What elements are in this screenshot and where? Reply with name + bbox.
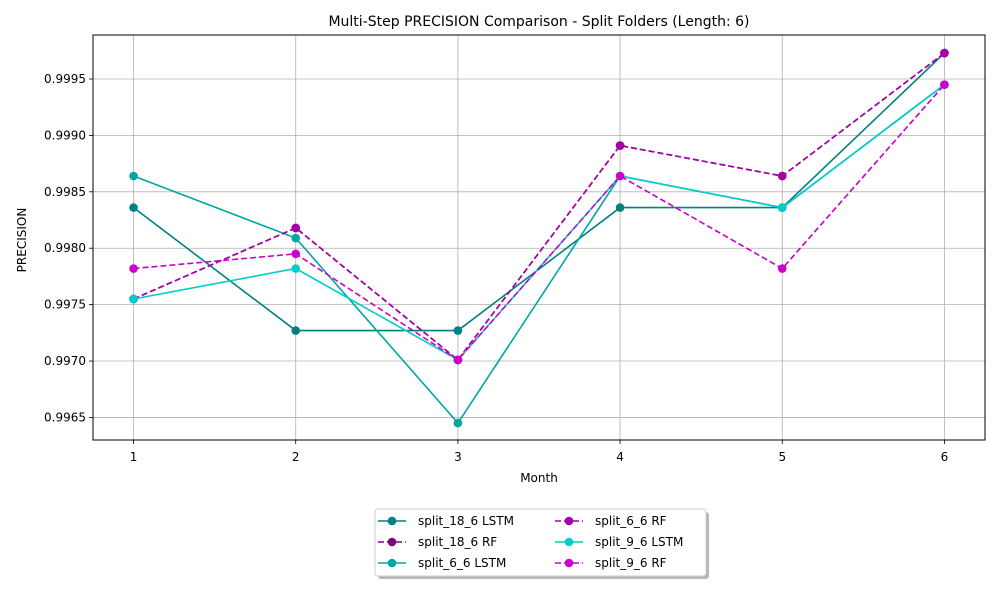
y-tick-label: 0.9990 [44,128,86,142]
series-line [133,52,945,362]
data-point [615,171,625,181]
x-tick-label: 3 [454,450,462,464]
data-point [129,171,138,181]
series [129,48,949,365]
data-point [453,355,463,365]
data-point [777,171,787,181]
data-point [291,264,301,273]
grid [93,35,985,440]
plot-area-frame [92,34,986,441]
legend: split_18_6 LSTM split_18_6 RF split_6_6 LS… [374,508,709,579]
data-point [291,233,301,243]
series-group [129,48,949,428]
data-point [453,326,463,335]
data-point [940,48,949,58]
data-point [291,326,301,335]
series [129,48,949,365]
legend-label: split_6_6 LSTM [418,556,506,570]
series [129,80,949,365]
legend-label: split_18_6 LSTM [418,514,514,528]
legend-swatch-marker [387,537,397,547]
y-tick-label: 0.9970 [44,354,86,368]
data-point [291,223,301,233]
legend-swatch-marker [564,558,574,568]
legend-label: split_6_6 RF [595,514,667,528]
y-axis-label: PRECISION [15,208,29,273]
chart-title: Multi-Step PRECISION Comparison - Split … [328,14,749,30]
y-tick-label: 0.9985 [44,185,86,199]
data-point [777,203,787,212]
y-tick-label: 0.9980 [44,241,86,255]
x-tick-label: 5 [778,450,786,464]
legend-box [374,508,707,577]
legend-label: split_9_6 LSTM [595,535,683,549]
axis-ticks: 1 2 3 4 5 6 0.9965 0.9970 0.9975 0.9980 0.9985 0.99… [44,72,948,464]
legend-swatch-marker [564,537,574,547]
x-tick-label: 4 [616,450,624,464]
y-tick-label: 0.9975 [44,298,86,312]
data-point [129,203,138,212]
data-point [615,203,625,212]
series-line [133,52,945,362]
data-point [291,249,301,259]
legend-label: split_18_6 RF [418,535,497,549]
legend-label: split_9_6 RF [595,556,667,570]
data-point [615,141,625,150]
y-tick-label: 0.9965 [44,410,86,424]
data-point [777,264,787,273]
y-tick-label: 0.9995 [44,72,86,86]
legend-swatch-marker [387,516,397,526]
series [129,80,949,428]
x-axis-label: Month [520,471,558,485]
legend-swatch-marker [387,558,397,568]
x-tick-label: 2 [292,450,300,464]
x-tick-label: 6 [941,450,949,464]
series-line [133,84,946,361]
legend-swatch-marker [564,516,574,526]
series [129,80,949,365]
data-point [129,264,138,273]
data-point [940,80,949,89]
data-point [453,418,463,428]
x-tick-label: 1 [130,450,138,464]
data-point [129,294,138,304]
